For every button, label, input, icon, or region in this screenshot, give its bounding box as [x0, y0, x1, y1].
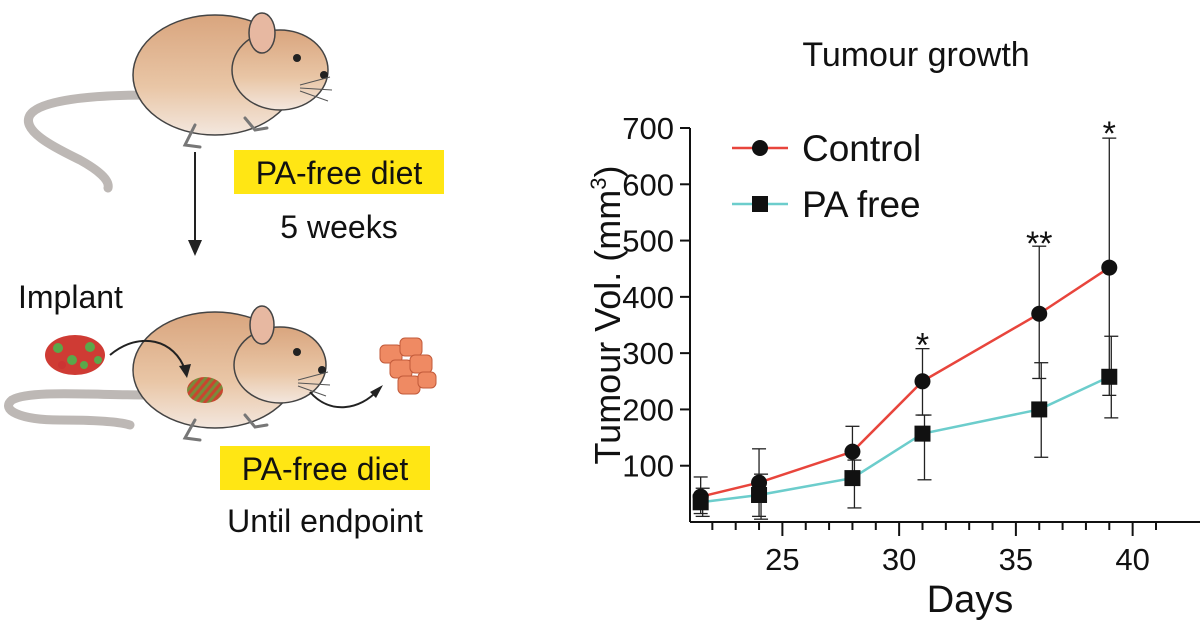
x-tick-label: 35: [999, 542, 1033, 577]
tumour-cells-icon: [45, 335, 105, 375]
data-point-square: [844, 470, 861, 487]
x-axis-title: Days: [927, 579, 1014, 621]
y-tick-label: 100: [622, 449, 674, 484]
series-line-pa-free: [700, 375, 1110, 504]
x-tick-label: 40: [1115, 542, 1149, 577]
harvested-tumour-icon: [379, 337, 437, 395]
y-tick-label: 500: [622, 224, 674, 259]
significance-star: *: [916, 326, 929, 364]
y-axis-title: Tumour Vol. (mm3): [586, 166, 628, 465]
diet-label-1: PA-free diet: [256, 155, 423, 191]
legend-marker-square: [752, 196, 768, 212]
arrow-down-icon: [188, 152, 202, 256]
implant-arrow-icon: [109, 339, 191, 378]
x-tick-label: 25: [765, 542, 799, 577]
implant-label: Implant: [18, 279, 123, 315]
data-point-square: [1101, 368, 1118, 385]
mouse-illustration-bottom: [4, 305, 331, 442]
y-axis-title-superscript: 3: [586, 178, 611, 190]
significance-annotations: ****: [916, 115, 1116, 364]
data-point-circle: [1101, 259, 1118, 276]
legend-label: Control: [802, 128, 921, 169]
data-point-square: [914, 425, 931, 442]
chart-axes: 100 200 300 400 500 600 700 25 30 35 40: [622, 111, 1200, 577]
series-markers: [692, 259, 1118, 511]
diet-highlight-2: [220, 446, 430, 490]
y-tick-label: 700: [622, 111, 674, 146]
data-point-square: [1031, 401, 1048, 418]
duration-label-1: 5 weeks: [280, 209, 397, 245]
significance-star: *: [1103, 115, 1116, 153]
mouse-illustration-top: [24, 12, 333, 193]
diet-label-2: PA-free diet: [242, 451, 409, 487]
chart-title: Tumour growth: [802, 36, 1029, 74]
y-axis-title-main: Tumour Vol. (mm: [587, 190, 628, 465]
data-point-circle: [751, 474, 768, 491]
data-point-circle: [914, 373, 931, 390]
duration-label-2: Until endpoint: [227, 503, 423, 539]
y-tick-label: 300: [622, 336, 674, 371]
legend-marker-circle: [752, 140, 768, 156]
y-tick-label: 200: [622, 392, 674, 427]
diet-highlight-1: [234, 150, 444, 194]
data-point-circle: [1031, 305, 1048, 322]
data-point-square: [751, 486, 768, 503]
series-lines: [700, 266, 1110, 504]
y-tick-label: 600: [622, 167, 674, 202]
harvest-arrow-icon: [309, 385, 383, 409]
tumour-growth-chart: Tumour growth Tumour Vol. (mm3) Days 100…: [586, 36, 1200, 621]
x-tick-label: 30: [882, 542, 916, 577]
y-tick-label: 400: [622, 280, 674, 315]
data-point-circle: [844, 443, 861, 460]
implanted-tumour-icon: [187, 377, 223, 403]
legend-label: PA free: [802, 184, 921, 225]
experiment-schematic: PA-free diet 5 weeks Implant: [4, 12, 444, 539]
data-point-square: [692, 494, 709, 511]
significance-star: **: [1026, 225, 1052, 263]
y-axis-title-close: ): [587, 166, 628, 178]
series-line-control: [700, 266, 1110, 498]
chart-legend: Control PA free: [732, 128, 921, 225]
